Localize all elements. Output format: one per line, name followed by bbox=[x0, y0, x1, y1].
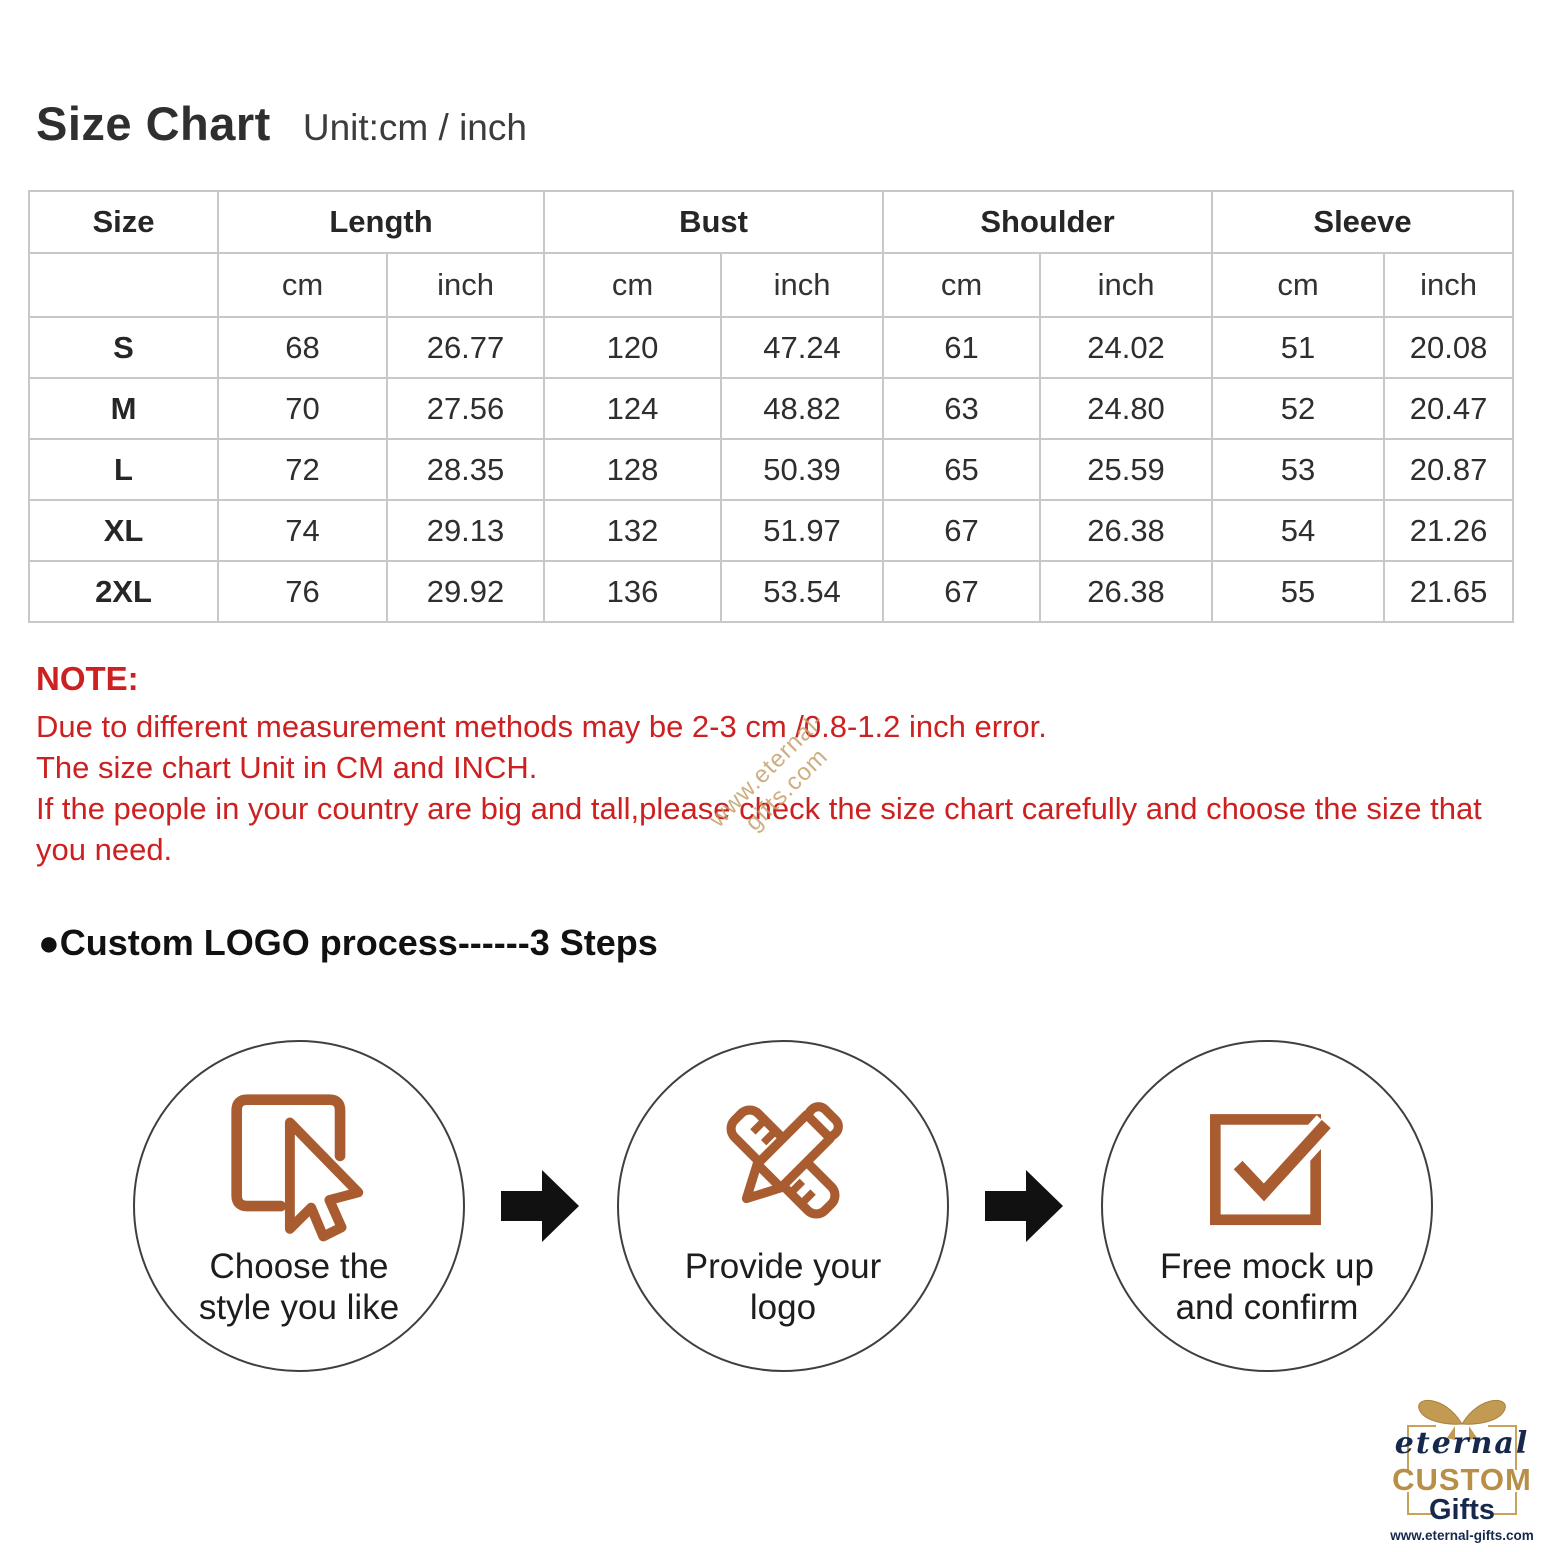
table-row: 2XL 76 29.92 136 53.54 67 26.38 55 21.65 bbox=[28, 560, 1515, 623]
right-arrow-icon bbox=[985, 1170, 1063, 1242]
table-cell: 53.54 bbox=[719, 560, 885, 623]
size-table: Size Length Bust Shoulder Sleeve cm inch… bbox=[28, 190, 1515, 623]
subheader-empty bbox=[28, 252, 219, 318]
size-cell: M bbox=[28, 377, 219, 440]
table-cell: 68 bbox=[217, 316, 388, 379]
table-cell: 24.80 bbox=[1039, 377, 1214, 440]
table-cell: 124 bbox=[543, 377, 722, 440]
brand-name-gifts: Gifts bbox=[1428, 1494, 1496, 1526]
note-line: The size chart Unit in CM and INCH. bbox=[36, 750, 538, 785]
table-cell: 136 bbox=[543, 560, 722, 623]
column-header-bust: Bust bbox=[542, 190, 885, 254]
step-label: Free mock up and confirm bbox=[1160, 1247, 1374, 1327]
right-arrow-icon bbox=[501, 1170, 579, 1242]
table-cell: 120 bbox=[543, 316, 722, 379]
table-cell: 67 bbox=[882, 560, 1042, 623]
table-cell: 61 bbox=[882, 316, 1042, 379]
column-header-length: Length bbox=[217, 190, 545, 254]
table-group-header-row: Size Length Bust Shoulder Sleeve bbox=[28, 190, 1515, 254]
brand-name-custom: CUSTOM bbox=[1392, 1462, 1532, 1497]
table-row: S 68 26.77 120 47.24 61 24.02 51 20.08 bbox=[28, 316, 1515, 379]
subheader-unit: cm bbox=[217, 252, 388, 318]
table-cell: 47.24 bbox=[719, 316, 885, 379]
size-cell: XL bbox=[28, 499, 219, 562]
table-cell: 24.02 bbox=[1039, 316, 1214, 379]
subheader-unit: inch bbox=[719, 252, 885, 318]
note-section: NOTE: Due to different measurement metho… bbox=[36, 660, 1508, 870]
table-cell: 72 bbox=[217, 438, 388, 501]
table-cell: 29.92 bbox=[386, 560, 545, 623]
table-cell: 70 bbox=[217, 377, 388, 440]
process-steps: Choose the style you like Provide your l… bbox=[133, 1040, 1433, 1372]
column-header-sleeve: Sleeve bbox=[1211, 190, 1515, 254]
table-cell: 65 bbox=[882, 438, 1042, 501]
note-line: If the people in your country are big an… bbox=[36, 791, 1482, 867]
table-cell: 25.59 bbox=[1039, 438, 1214, 501]
checkbox-check-icon bbox=[1210, 1114, 1336, 1226]
page-header: Size Chart Unit:cm / inch bbox=[36, 96, 527, 151]
column-header-shoulder: Shoulder bbox=[882, 190, 1214, 254]
table-cell: 27.56 bbox=[386, 377, 545, 440]
table-row: L 72 28.35 128 50.39 65 25.59 53 20.87 bbox=[28, 438, 1515, 501]
step-circle-provide-logo: Provide your logo bbox=[617, 1040, 949, 1372]
subheader-unit: cm bbox=[882, 252, 1042, 318]
table-cell: 26.38 bbox=[1039, 499, 1214, 562]
subheader-unit: inch bbox=[1383, 252, 1515, 318]
table-subheader-row: cm inch cm inch cm inch cm inch bbox=[28, 252, 1515, 318]
process-heading: ●Custom LOGO process------3 Steps bbox=[38, 922, 658, 963]
table-cell: 63 bbox=[882, 377, 1042, 440]
step-label: Choose the style you like bbox=[198, 1247, 400, 1327]
table-cell: 67 bbox=[882, 499, 1042, 562]
table-cell: 52 bbox=[1211, 377, 1386, 440]
column-header-size: Size bbox=[28, 190, 219, 254]
table-cell: 26.77 bbox=[386, 316, 545, 379]
size-cell: S bbox=[28, 316, 219, 379]
table-cell: 74 bbox=[217, 499, 388, 562]
table-cell: 28.35 bbox=[386, 438, 545, 501]
table-cell: 55 bbox=[1211, 560, 1386, 623]
page-title: Size Chart bbox=[36, 97, 271, 150]
table-cell: 21.26 bbox=[1383, 499, 1515, 562]
table-cell: 20.47 bbox=[1383, 377, 1515, 440]
table-cell: 26.38 bbox=[1039, 560, 1214, 623]
table-cell: 21.65 bbox=[1383, 560, 1515, 623]
table-row: M 70 27.56 124 48.82 63 24.80 52 20.47 bbox=[28, 377, 1515, 440]
brand-name-script: eternal bbox=[1394, 1426, 1530, 1461]
unit-label: Unit:cm / inch bbox=[302, 107, 527, 148]
brand-url: www.eternal-gifts.com bbox=[1390, 1528, 1534, 1543]
subheader-unit: cm bbox=[1211, 252, 1386, 318]
step-circle-mockup-confirm: Free mock up and confirm bbox=[1101, 1040, 1433, 1372]
table-cell: 128 bbox=[543, 438, 722, 501]
step-circle-choose-style: Choose the style you like bbox=[133, 1040, 465, 1372]
subheader-unit: inch bbox=[1039, 252, 1214, 318]
table-cell: 51 bbox=[1211, 316, 1386, 379]
table-cell: 51.97 bbox=[719, 499, 885, 562]
note-heading: NOTE: bbox=[36, 660, 139, 697]
table-cell: 20.08 bbox=[1383, 316, 1515, 379]
table-cell: 76 bbox=[217, 560, 388, 623]
table-cell: 29.13 bbox=[386, 499, 545, 562]
note-line: Due to different measurement methods may… bbox=[36, 709, 1047, 744]
pencil-ruler-icon bbox=[726, 1102, 843, 1219]
subheader-unit: cm bbox=[543, 252, 722, 318]
table-cell: 48.82 bbox=[719, 377, 885, 440]
cursor-click-icon bbox=[231, 1094, 364, 1242]
table-cell: 20.87 bbox=[1383, 438, 1515, 501]
table-cell: 50.39 bbox=[719, 438, 885, 501]
table-row: XL 74 29.13 132 51.97 67 26.38 54 21.26 bbox=[28, 499, 1515, 562]
step-label: Provide your logo bbox=[684, 1247, 882, 1327]
size-cell: 2XL bbox=[28, 560, 219, 623]
brand-logo: eternal CUSTOM Gifts www.eternal-gifts.c… bbox=[1374, 1388, 1550, 1548]
table-cell: 54 bbox=[1211, 499, 1386, 562]
subheader-unit: inch bbox=[386, 252, 545, 318]
table-cell: 132 bbox=[543, 499, 722, 562]
gift-box-icon bbox=[1407, 1399, 1517, 1515]
size-cell: L bbox=[28, 438, 219, 501]
table-cell: 53 bbox=[1211, 438, 1386, 501]
